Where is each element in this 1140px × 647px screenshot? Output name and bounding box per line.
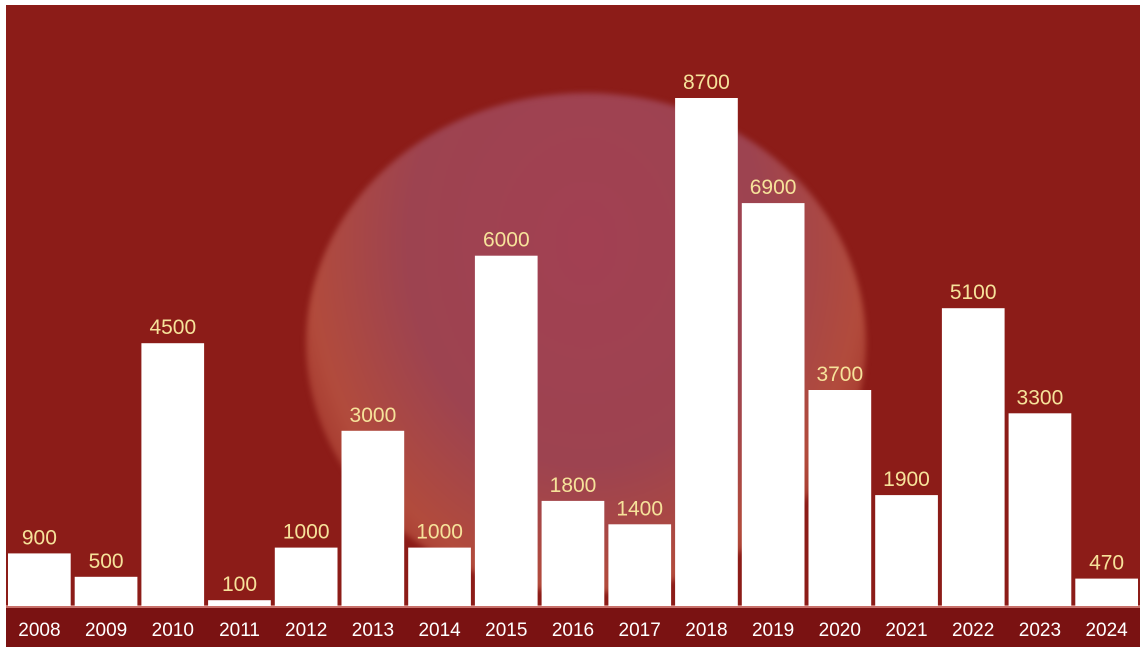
bar-2022	[941, 308, 1005, 606]
year-label-2019: 2019	[752, 620, 794, 641]
year-label-2023: 2023	[1019, 620, 1061, 641]
year-label-2015: 2015	[485, 620, 527, 641]
value-label-2015: 6000	[483, 229, 530, 252]
chart-frame: 900 500 4500 100 1000 3000 1000 6000 1800 1400 870…	[6, 5, 1140, 647]
value-label-2014: 1000	[416, 521, 463, 544]
bar-2019	[741, 203, 805, 606]
value-labels-group: 900 500 4500 100 1000 3000 1000 6000 1800 1400 870…	[22, 71, 1124, 596]
bar-2012	[274, 547, 338, 606]
x-axis-line	[6, 605, 1140, 608]
year-label-2020: 2020	[819, 620, 861, 641]
year-label-2022: 2022	[952, 620, 994, 641]
bar-2024	[1075, 578, 1138, 606]
value-label-2016: 1800	[550, 474, 597, 497]
value-label-2021: 1900	[883, 468, 930, 491]
bar-2021	[875, 495, 938, 606]
bar-2018	[675, 98, 738, 606]
year-label-2018: 2018	[685, 620, 727, 641]
year-label-2011: 2011	[219, 620, 260, 641]
year-label-2009: 2009	[85, 620, 127, 641]
value-label-2020: 3700	[816, 363, 863, 386]
bar-2016	[541, 500, 605, 606]
bar-2008	[8, 553, 71, 606]
value-label-2008: 900	[22, 526, 57, 549]
bar-2010	[141, 343, 205, 606]
value-label-2011: 100	[222, 573, 257, 596]
bar-chart: 900 500 4500 100 1000 3000 1000 6000 1800 1400 870…	[6, 71, 1140, 647]
value-label-2010: 4500	[149, 316, 196, 339]
bar-2017	[608, 524, 672, 606]
bar-2009	[74, 576, 138, 606]
value-label-2012: 1000	[283, 521, 330, 544]
value-label-2009: 500	[89, 550, 124, 573]
value-label-2013: 3000	[350, 404, 397, 427]
bar-2023	[1008, 413, 1072, 606]
year-label-2021: 2021	[885, 620, 927, 641]
bars-group	[8, 98, 1138, 606]
year-labels-group: 2008 2009 2010 2011 2012 2013 2014 2015 2016 2017…	[18, 620, 1128, 641]
year-label-2010: 2010	[152, 620, 194, 641]
value-label-2022: 5100	[950, 281, 997, 304]
year-label-2017: 2017	[619, 620, 661, 641]
bar-2014	[408, 547, 471, 606]
value-label-2018: 8700	[683, 71, 730, 94]
bar-2020	[808, 390, 872, 606]
x-axis-band	[6, 607, 1140, 647]
value-label-2024: 470	[1089, 552, 1124, 575]
year-label-2016: 2016	[552, 620, 594, 641]
year-label-2013: 2013	[352, 620, 394, 641]
value-label-2017: 1400	[616, 497, 663, 520]
bar-2013	[341, 430, 405, 606]
value-label-2019: 6900	[750, 176, 797, 199]
year-label-2012: 2012	[285, 620, 327, 641]
value-label-2023: 3300	[1017, 386, 1064, 409]
year-label-2014: 2014	[418, 620, 461, 641]
year-label-2008: 2008	[18, 620, 60, 641]
bar-2011	[208, 600, 271, 606]
year-label-2024: 2024	[1085, 620, 1128, 641]
bar-2015	[474, 255, 538, 606]
